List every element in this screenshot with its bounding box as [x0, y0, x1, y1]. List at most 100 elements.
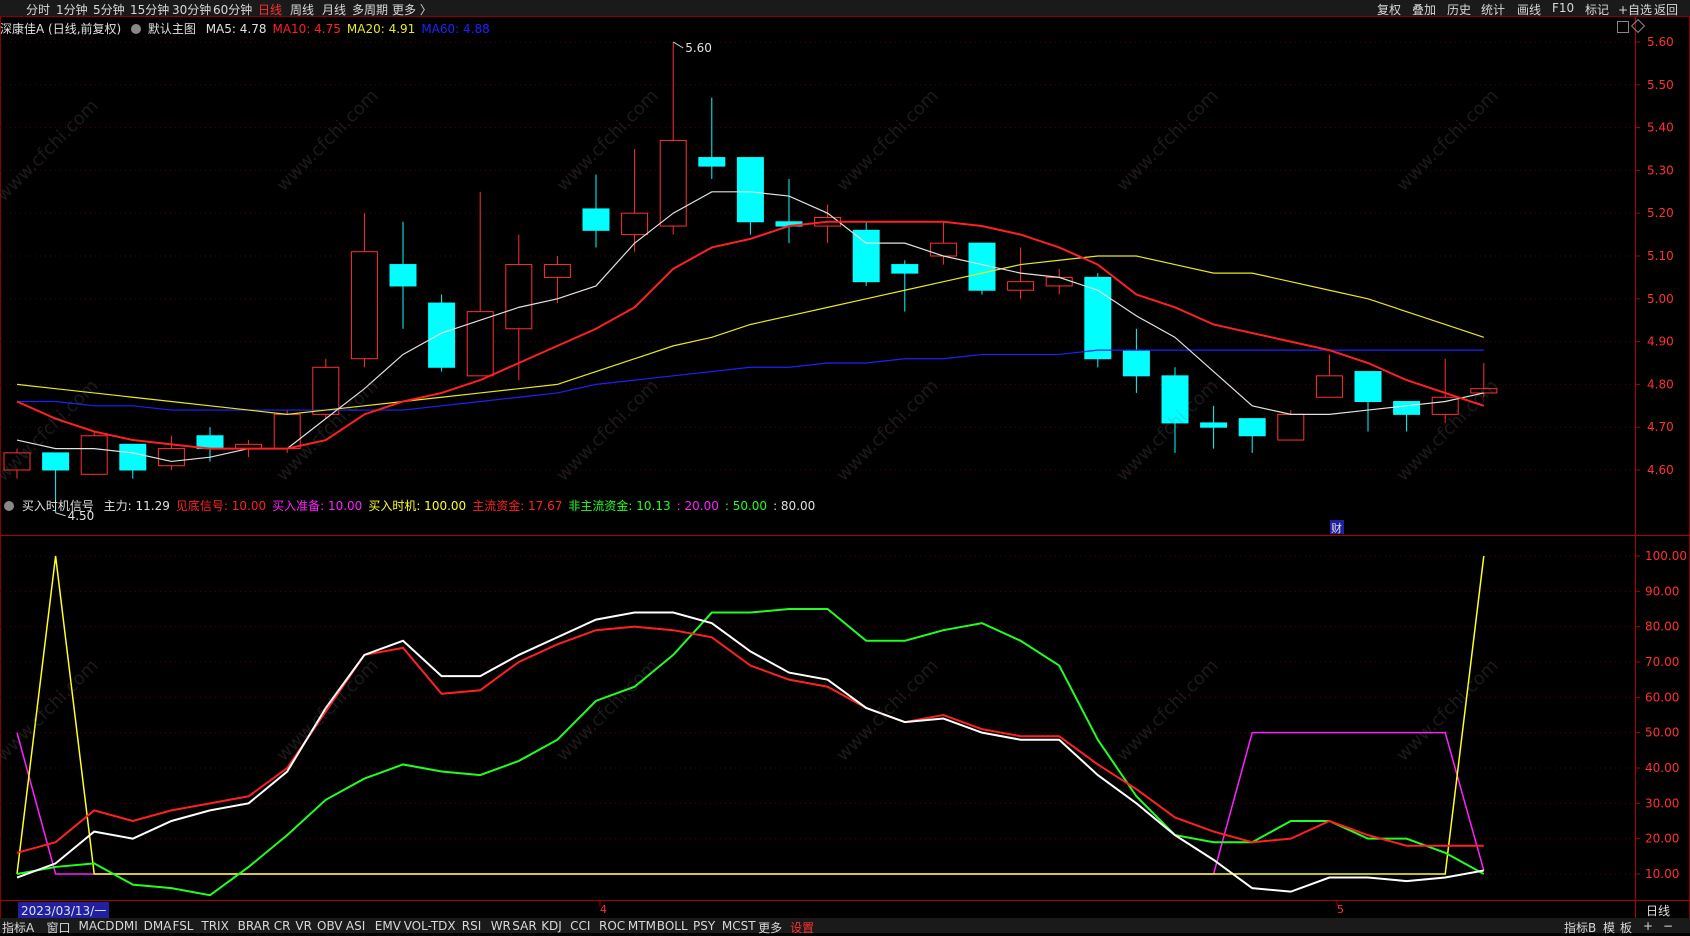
indicator-tab-6[interactable]: TRIX [201, 919, 229, 933]
indicator-tab-21[interactable]: BOLL [656, 919, 688, 933]
ma-legend-item: MA10: 4.75 [272, 22, 341, 36]
indicator-tick-label: 20.00 [1645, 832, 1679, 846]
tool-button-8[interactable]: 返回 [1654, 3, 1679, 17]
timeframe-10[interactable]: 更多 〉 [392, 3, 432, 17]
price-tick-label: 4.80 [1647, 377, 1674, 391]
indicator-tab-2[interactable]: MACD [78, 919, 115, 933]
indicator-tabs: 指标A 窗口 MACD DMI DMA FSL TRIX BRAR CR VR OBV ASI EMV V… [0, 918, 1690, 935]
indicator-tab-24[interactable]: 更多 [758, 921, 783, 935]
collapse-icon[interactable] [4, 501, 14, 511]
indicator-tab-25[interactable]: 设置 [790, 921, 815, 935]
indicator-tab-19[interactable]: ROC [599, 919, 626, 933]
indicator-tab-20[interactable]: MTM [627, 919, 656, 933]
indicator-tab-9[interactable]: VR [295, 919, 312, 933]
indicator-tab-10[interactable]: OBV [317, 919, 343, 933]
tool-button-1[interactable]: 叠加 [1412, 3, 1437, 17]
indicator-title[interactable]: 买入时机信号 [21, 499, 94, 513]
candle [736, 157, 764, 235]
timeframe-9[interactable]: 多周期 [352, 3, 389, 17]
candle [582, 174, 610, 248]
indicator-tick-label: 30.00 [1645, 796, 1679, 810]
indicator-red-line [16, 625, 1484, 854]
indicator-tab-5[interactable]: FSL [172, 919, 194, 933]
candle [891, 260, 919, 312]
indicator-tab-8[interactable]: CR [273, 919, 291, 933]
month-label: 5 [1337, 903, 1344, 916]
restore-icon[interactable] [1617, 21, 1629, 33]
indicator-legend: 主力: 11.29 见底信号: 10.00 买入准备: 10.00 买入时机: 100… [98, 499, 816, 513]
high-price-label: 5.60 [685, 41, 712, 55]
timeframe-0[interactable]: 分时 [26, 3, 51, 17]
price-tick-label: 5.40 [1647, 121, 1674, 135]
panel-control-4[interactable]: − [1663, 919, 1674, 933]
candle [968, 242, 996, 295]
tool-button-3[interactable]: 统计 [1481, 3, 1506, 17]
timeframe-2[interactable]: 5分钟 [93, 3, 125, 17]
period-label: 日线 [1646, 904, 1671, 918]
timeframe-7[interactable]: 周线 [290, 3, 315, 17]
panel-control-2[interactable]: 板 [1620, 921, 1633, 935]
price-tick-label: 5.00 [1647, 292, 1674, 306]
candle [312, 358, 340, 419]
indicator-tab-22[interactable]: PSY [693, 919, 716, 933]
candle [42, 452, 70, 513]
indicator-white-line [16, 611, 1484, 893]
indicator-legend-item: : 50.00 [724, 499, 768, 513]
indicator-legend-item: 非主流资金: 10.13 [568, 499, 671, 513]
indicator-tick-label: 70.00 [1645, 655, 1679, 669]
candle [698, 97, 726, 179]
tool-button-7[interactable]: +自选 [1618, 3, 1653, 17]
price-tick-label: 4.70 [1647, 420, 1674, 434]
indicator-tab-3[interactable]: DMI [114, 919, 138, 933]
indicator-legend-item: : 20.00 [676, 499, 719, 513]
timeframe-toolbar: 分时 1分钟 5分钟 15分钟 30分钟 60分钟 日线 周线 月线 多周期 更多 〉 复权 叠加 历史… [0, 0, 1690, 17]
indicator-tab-18[interactable]: CCI [570, 919, 591, 933]
ma60-line [17, 349, 1484, 411]
indicator-panel-header: 买入时机信号 主力: 11.29 见底信号: 10.00 买入准备: 10.00 买入… [4, 497, 815, 514]
panel-control-0[interactable]: 指标B [1564, 921, 1597, 935]
candle [505, 234, 533, 381]
main-panel-header: 深康佳A (日线,前复权) 默认主图 MA5: 4.78 MA10: 4.75 MA… [0, 20, 490, 37]
timeframe-5[interactable]: 60分钟 [213, 3, 253, 17]
chart-name[interactable]: 默认主图 [147, 22, 196, 36]
indicator-tab-17[interactable]: KDJ [541, 919, 562, 933]
indicator-tab-23[interactable]: MCST [721, 919, 756, 933]
indicator-tab-11[interactable]: ASI [345, 919, 366, 933]
indicator-tab-12[interactable]: EMV [374, 919, 401, 933]
finance-marker[interactable]: 财 [1331, 521, 1342, 535]
panel-control-3[interactable]: + [1643, 919, 1654, 933]
indicator-tab-14[interactable]: RSI [461, 919, 482, 933]
tool-button-4[interactable]: 画线 [1517, 3, 1542, 17]
candle [350, 213, 378, 368]
tool-button-5[interactable]: F10 [1552, 1, 1575, 15]
indicator-legend-item: 见底信号: 10.00 [175, 499, 267, 513]
timeframe-1[interactable]: 1分钟 [56, 3, 88, 17]
price-tick-label: 5.50 [1647, 78, 1674, 92]
indicator-tab-4[interactable]: DMA [143, 919, 172, 933]
candle [157, 435, 185, 470]
indicator-tab-0[interactable]: 指标A [2, 921, 35, 935]
timeframe-3[interactable]: 15分钟 [130, 3, 170, 17]
timeframe-6[interactable]: 日线 [258, 3, 283, 17]
candle [466, 191, 494, 377]
indicator-tab-15[interactable]: WR [490, 919, 511, 933]
panel-control-1[interactable]: 模 [1603, 921, 1616, 935]
tool-button-0[interactable]: 复权 [1377, 3, 1402, 17]
tool-button-6[interactable]: 标记 [1585, 3, 1610, 17]
indicator-tab-7[interactable]: BRAR [237, 919, 271, 933]
indicator-legend-item: : 80.00 [773, 499, 816, 513]
price-tick-label: 4.60 [1647, 463, 1674, 477]
collapse-icon[interactable] [131, 24, 142, 34]
indicator-tab-16[interactable]: SAR [512, 919, 537, 933]
indicator-tick-label: 50.00 [1645, 726, 1679, 740]
price-tick-label: 5.60 [1647, 35, 1674, 49]
tool-button-2[interactable]: 历史 [1447, 3, 1472, 17]
candle [80, 431, 108, 475]
candle [621, 149, 649, 252]
indicator-tab-13[interactable]: VOL-TDX [403, 919, 456, 933]
candle [1200, 405, 1228, 449]
timeframe-4[interactable]: 30分钟 [172, 3, 212, 17]
indicator-tab-1[interactable]: 窗口 [46, 921, 71, 935]
timeframe-8[interactable]: 月线 [322, 3, 347, 17]
